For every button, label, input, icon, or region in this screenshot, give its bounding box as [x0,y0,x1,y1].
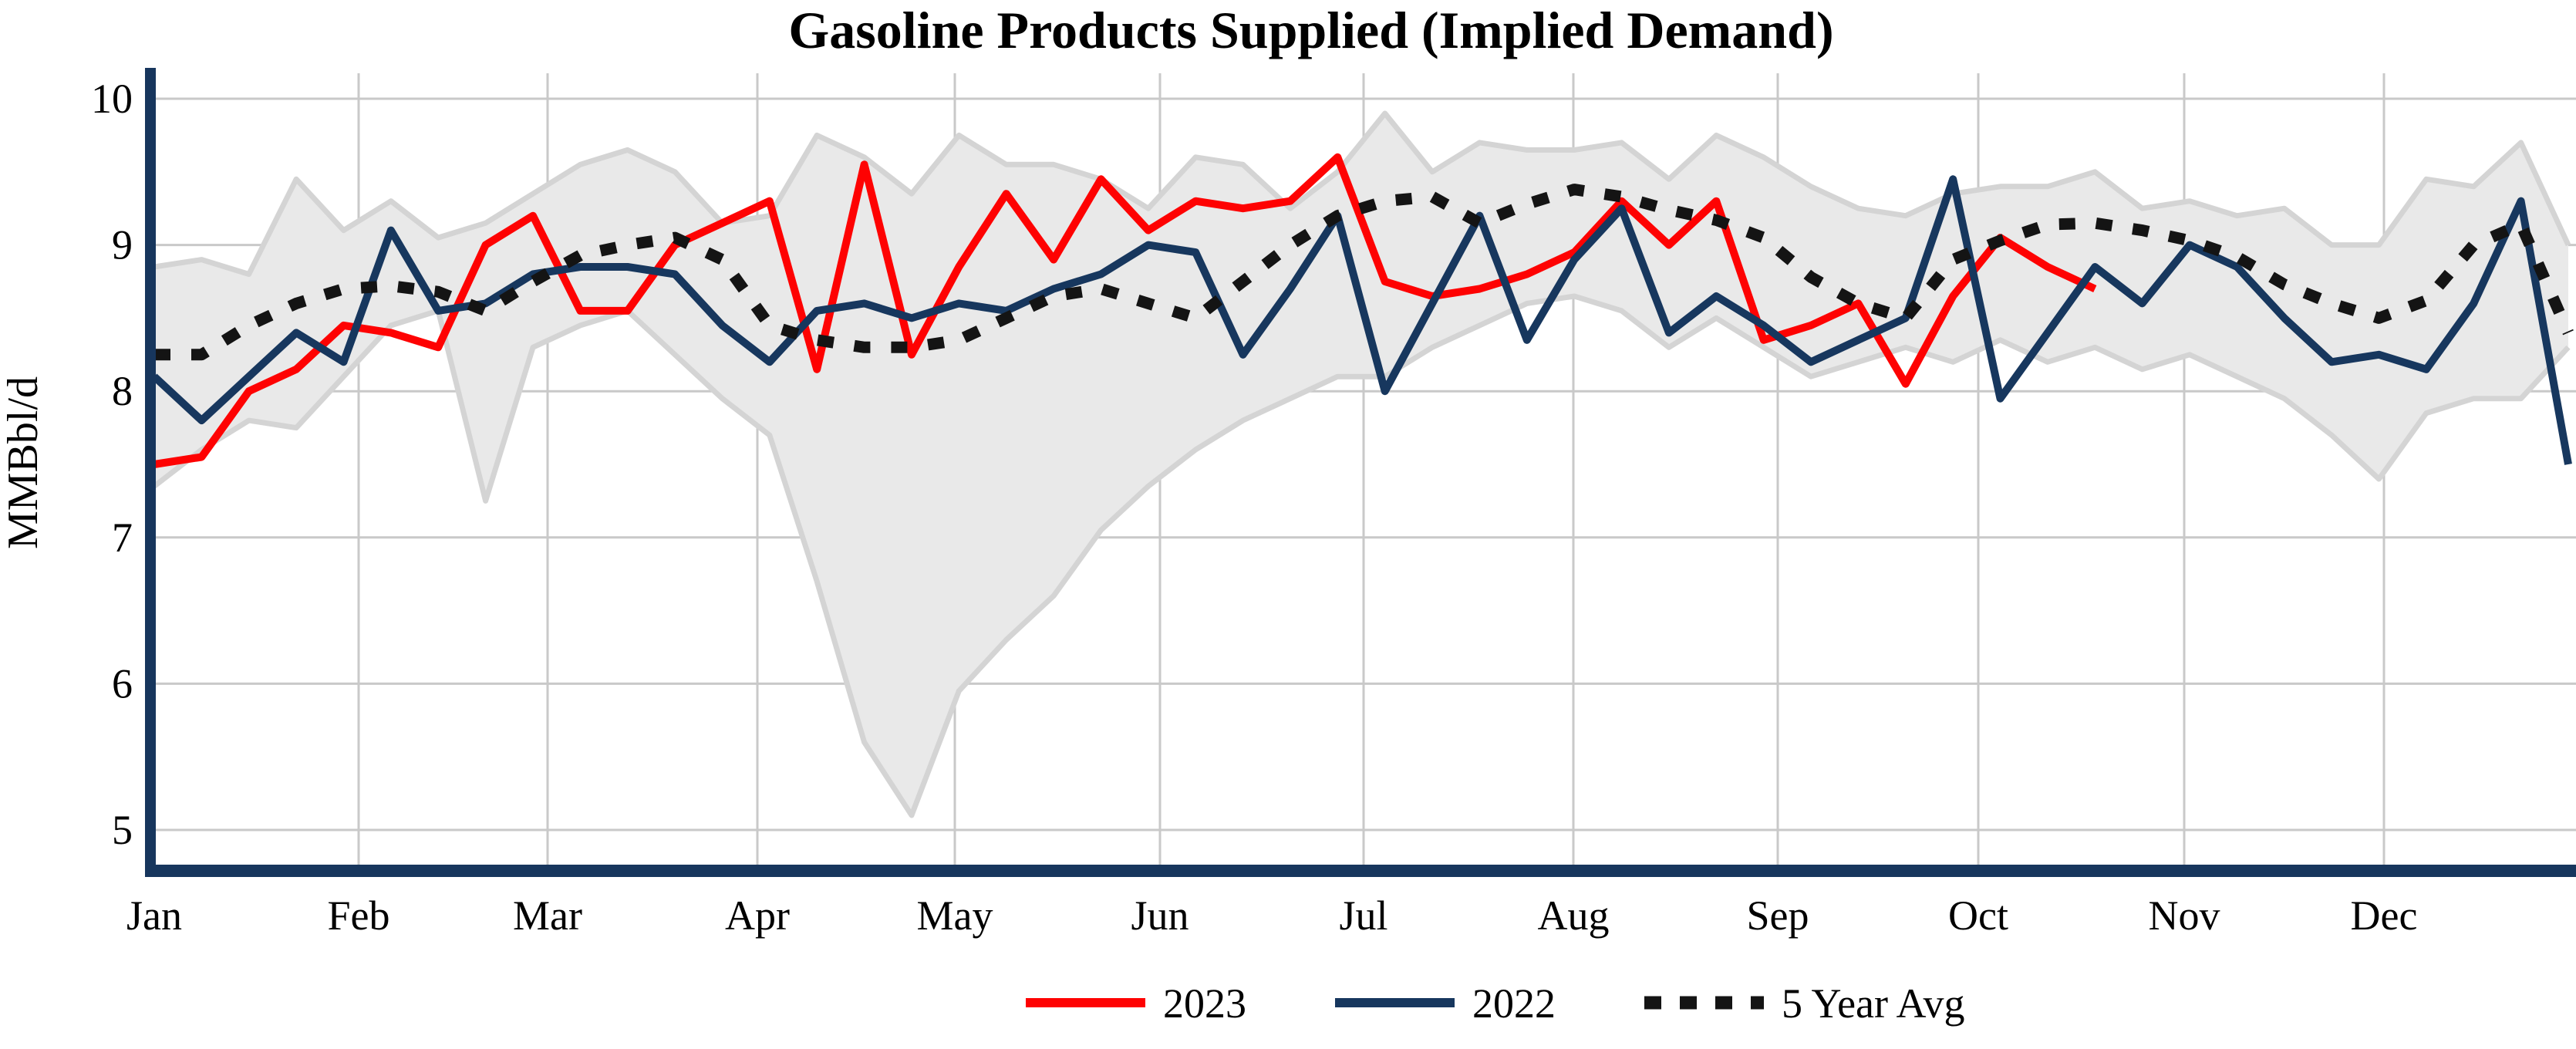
chart-title: Gasoline Products Supplied (Implied Dema… [788,1,1833,59]
legend-item-2023: 2023 [1026,980,1246,1027]
y-tick-label-7: 7 [112,514,133,561]
series-line-5-year-avg [154,184,2574,361]
x-tick-label-mar: Mar [513,892,582,939]
x-tick-label-oct: Oct [1948,892,2008,939]
series-lines [151,153,2574,468]
x-tick-label-apr: Apr [725,892,790,939]
legend-label-2023: 2023 [1163,980,1246,1027]
x-tick-label-jun: Jun [1131,892,1189,939]
x-tick-label-jan: Jan [126,892,182,939]
x-tick-label-jul: Jul [1339,892,1387,939]
y-tick-label-8: 8 [112,368,133,414]
x-tick-label-dec: Dec [2351,892,2418,939]
band-fill [154,113,2568,815]
y-tick-label-9: 9 [112,222,133,268]
legend-label-2022: 2022 [1472,980,1556,1027]
band-lower-edge [152,293,2571,818]
y-tick-label-6: 6 [112,660,133,707]
y-tick-label-5: 5 [112,807,133,853]
x-tick-label-may: May [917,892,993,939]
y-tick-label-10: 10 [91,76,133,122]
legend: 2023 2022 5 Year Avg [1026,980,1965,1027]
five-year-range-band [152,110,2571,818]
axis-labels: Gasoline Products Supplied (Implied Dema… [0,1,2417,939]
x-tick-label-feb: Feb [328,892,390,939]
x-tick-label-nov: Nov [2149,892,2220,939]
legend-label-5-year-avg: 5 Year Avg [1782,980,1965,1027]
y-axis-title: MMBbl/d [0,376,47,549]
series-line-2022 [151,175,2572,465]
legend-item-5-year-avg: 5 Year Avg [1644,980,1965,1027]
x-tick-label-sep: Sep [1747,892,1809,939]
band-upper-edge [153,110,2571,277]
x-tick-label-aug: Aug [1538,892,1610,939]
series-line-2023 [153,153,2097,468]
axes [145,68,2576,877]
legend-item-2022: 2022 [1335,980,1556,1027]
